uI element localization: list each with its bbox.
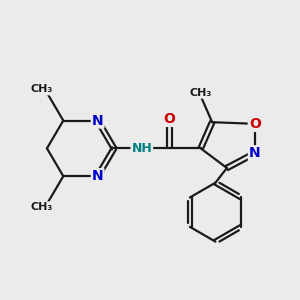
Text: CH₃: CH₃ xyxy=(31,202,53,212)
Text: O: O xyxy=(164,112,176,126)
Text: NH: NH xyxy=(131,142,152,155)
Text: O: O xyxy=(249,117,261,131)
Text: CH₃: CH₃ xyxy=(31,85,53,94)
Text: CH₃: CH₃ xyxy=(190,88,212,98)
Text: N: N xyxy=(92,169,103,183)
Text: N: N xyxy=(92,114,103,128)
Text: N: N xyxy=(249,146,260,160)
